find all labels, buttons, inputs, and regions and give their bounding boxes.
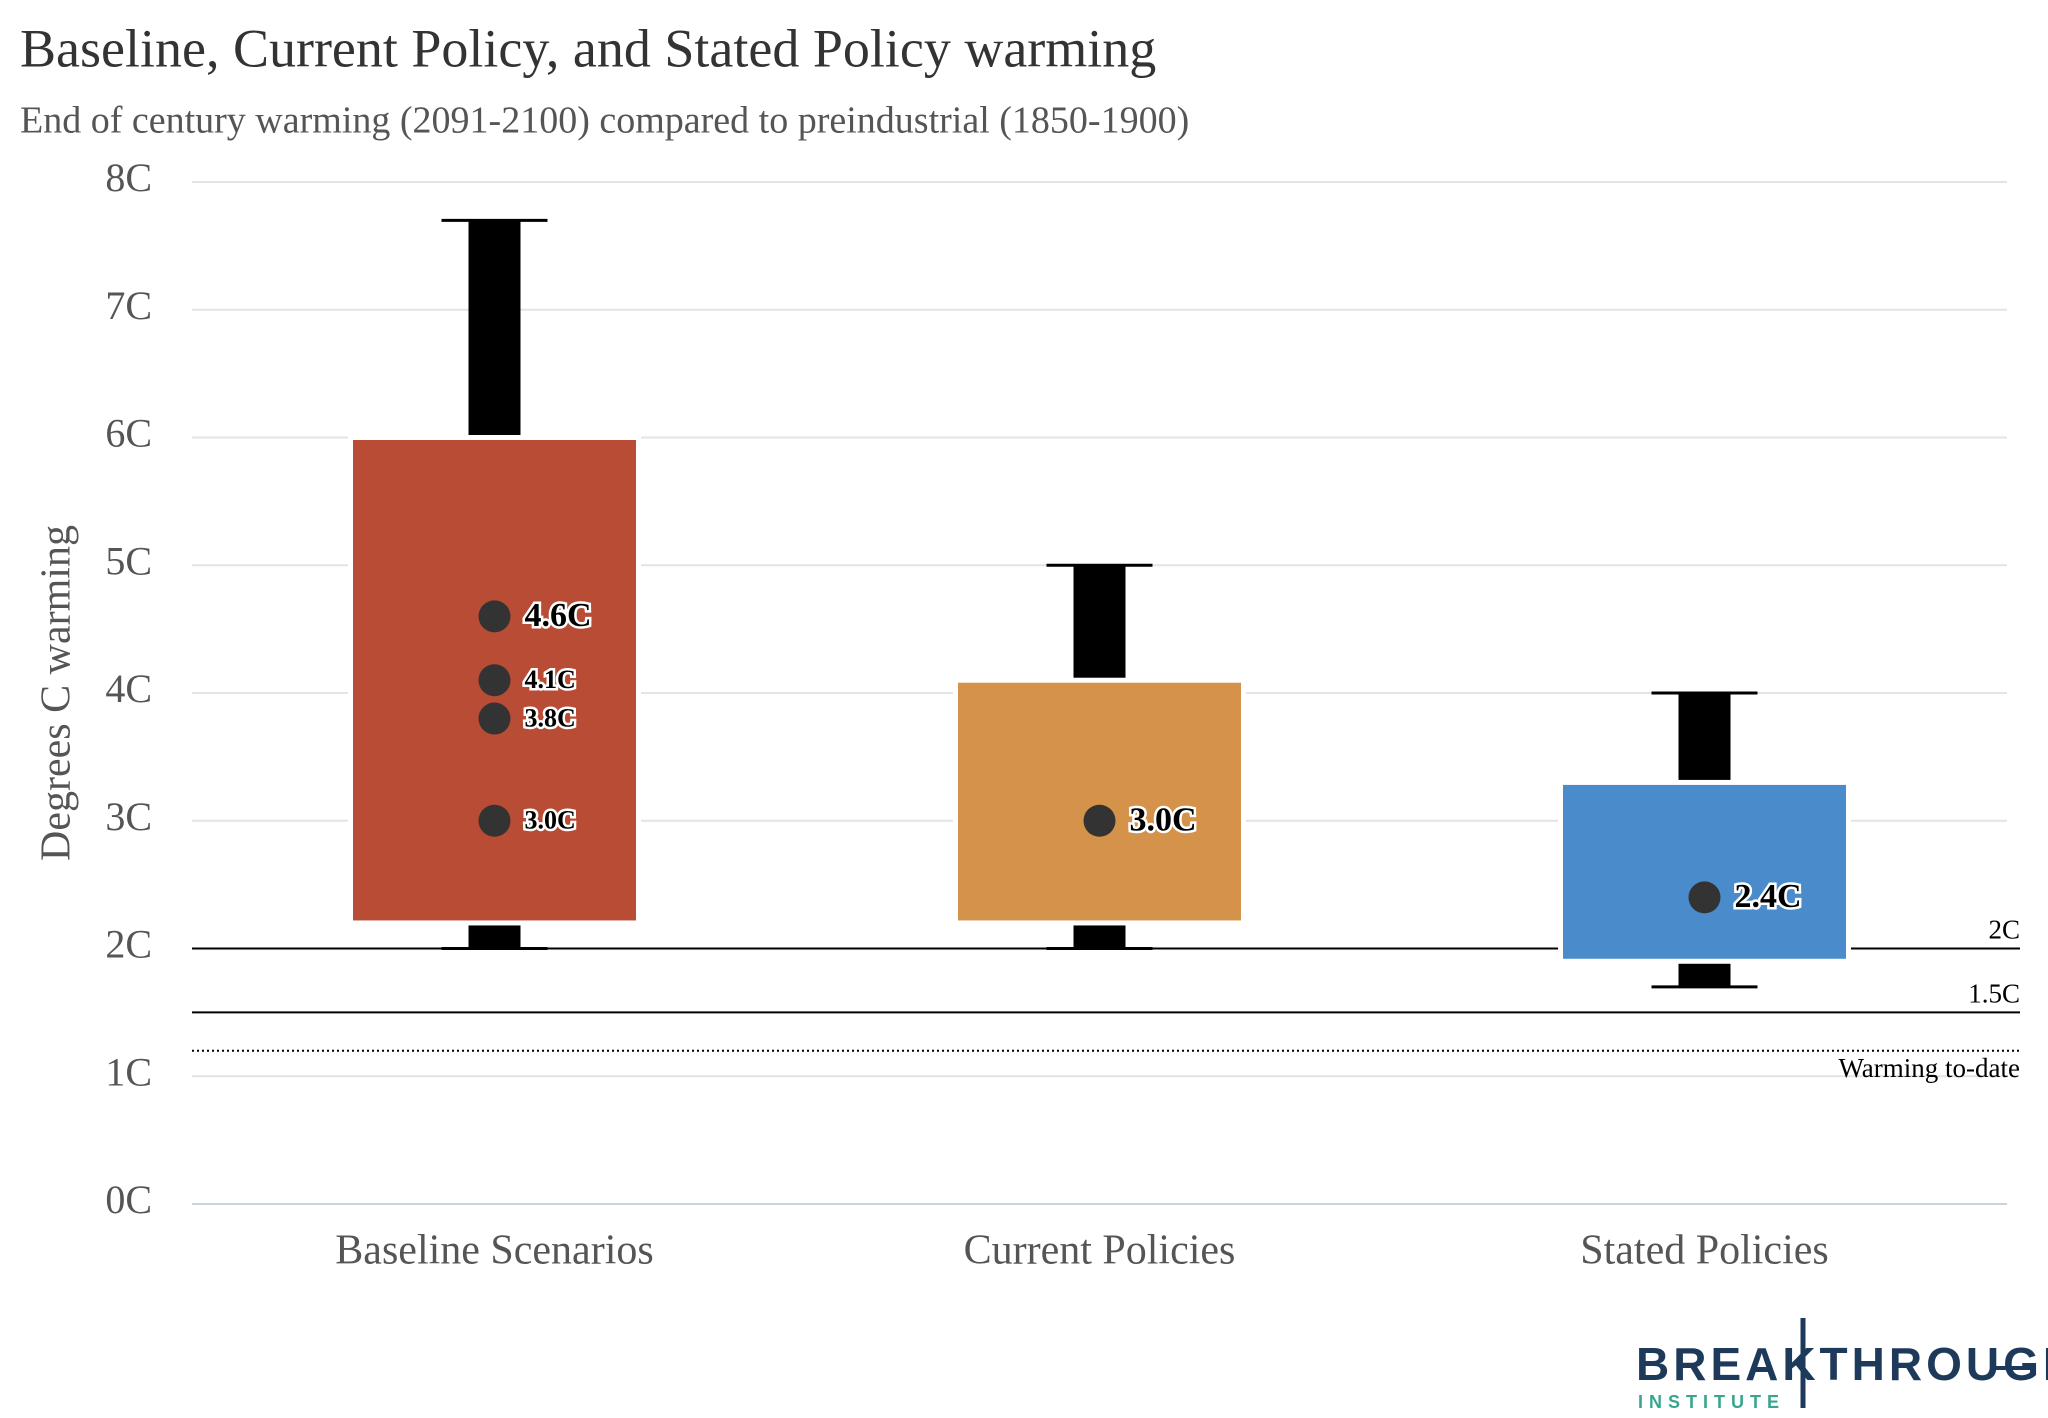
chart-subtitle: End of century warming (2091-2100) compa… [20,100,1189,142]
whisker [1678,693,1731,783]
whisker [1073,922,1126,949]
y-tick-label: 0C [105,1177,152,1222]
point-label: 3.0C [525,806,576,835]
point [1083,804,1116,837]
point [478,600,511,633]
point [478,804,511,837]
y-tick-label: 1C [105,1049,152,1094]
reference-label: Warming to-date [1838,1053,2020,1083]
point-label: 3.0C [1130,802,1197,839]
x-tick-label: Current Policies [964,1228,1236,1274]
logo: BREAKTHROUGH INSTITUTE [1636,1318,2048,1412]
point [478,702,511,735]
box [1558,779,1851,964]
point-label: 2.4C [1735,878,1802,915]
y-tick-label: 3C [105,794,152,839]
point-label: 4.1C [525,665,576,694]
x-tick-label: Stated Policies [1580,1228,1828,1274]
point [1688,881,1721,914]
whisker [468,922,521,949]
point-label: 3.8C [525,704,576,733]
whisker [1678,961,1731,987]
chart-title: Baseline, Current Policy, and Stated Pol… [20,18,1156,78]
logo-subname: INSTITUTE [1638,1392,1785,1412]
point-label: 4.6C [525,597,592,634]
y-tick-label: 6C [105,411,152,456]
x-tick-label: Baseline Scenarios [335,1228,653,1274]
box [953,677,1246,926]
logo-name: BREAKTHROUGH [1636,1338,2048,1390]
reference-label: 2C [1988,915,2020,945]
y-tick-label: 8C [105,155,152,200]
reference-label: 1.5C [1968,979,2020,1009]
y-tick-label: 5C [105,538,152,583]
y-tick-label: 2C [105,922,152,967]
point [478,664,511,697]
y-axis-label: Degrees C warming [34,525,80,861]
whisker [468,220,521,438]
whisker [1073,565,1126,681]
y-tick-label: 4C [105,666,152,711]
y-tick-label: 7C [105,283,152,328]
